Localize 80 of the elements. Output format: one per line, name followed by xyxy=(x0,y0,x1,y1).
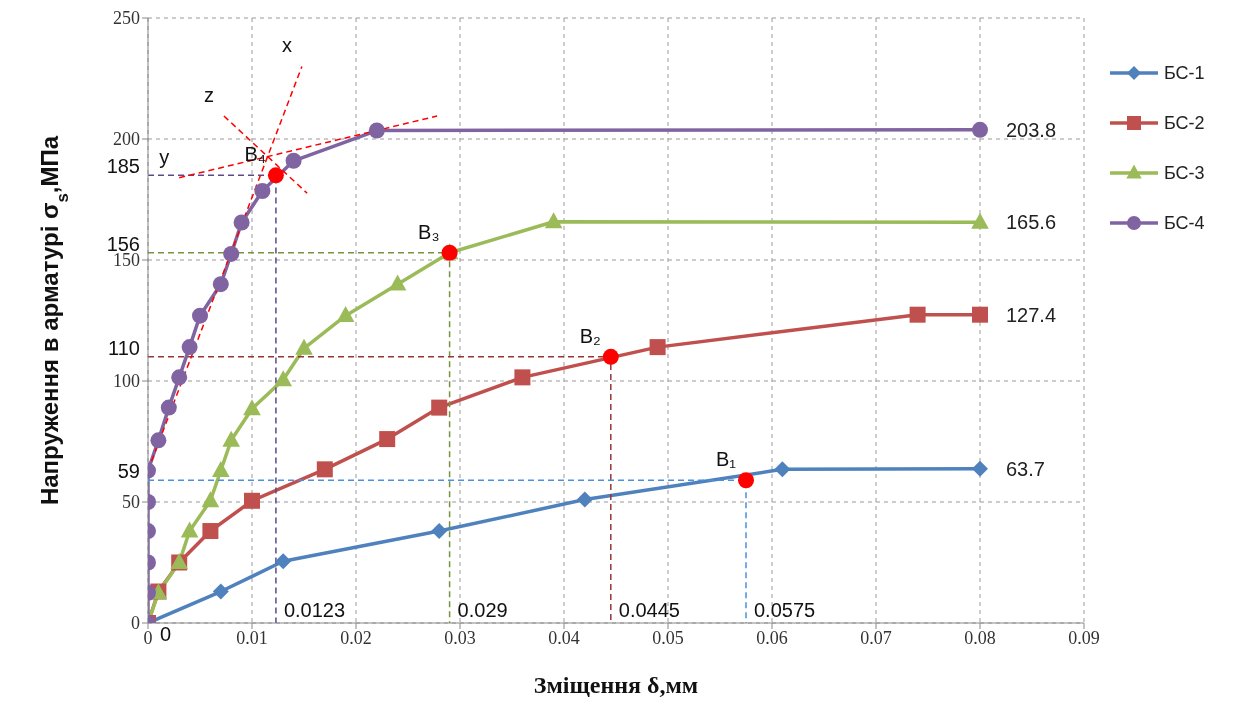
x-tick-label: 0.09 xyxy=(1068,627,1100,648)
point xyxy=(212,460,230,477)
annotation: 0.029 xyxy=(457,599,508,621)
annotation: В₃ xyxy=(418,220,440,243)
x-tick-label: 0.01 xyxy=(236,627,268,648)
x-tick-label: 0.04 xyxy=(548,627,580,648)
point xyxy=(275,553,292,570)
annotation: 0.0575 xyxy=(754,599,816,621)
point xyxy=(431,399,448,416)
annotation: 59 xyxy=(117,460,140,483)
point xyxy=(972,121,988,138)
point xyxy=(971,212,989,229)
x-tick-label: 0.06 xyxy=(756,627,788,648)
point xyxy=(602,348,619,365)
y-tick-label: 200 xyxy=(113,129,140,150)
annotation: 185 xyxy=(106,155,140,178)
point xyxy=(160,399,177,416)
point xyxy=(244,492,260,509)
point xyxy=(544,212,563,229)
point xyxy=(243,399,261,416)
x-axis-title: Зміщення δ,мм xyxy=(533,672,699,698)
point xyxy=(192,307,208,324)
legend-label: БС-2 xyxy=(1164,112,1205,134)
x-tick-label: 0.08 xyxy=(964,627,996,648)
point xyxy=(285,152,302,169)
point xyxy=(212,583,229,600)
data-label: 63.7 xyxy=(1006,457,1045,480)
annotation: y xyxy=(159,145,170,168)
point xyxy=(576,491,593,508)
x-tick-label: 0.05 xyxy=(652,627,684,648)
annotation: 0.0123 xyxy=(283,599,346,621)
point xyxy=(972,460,988,477)
point xyxy=(295,338,313,355)
y-tick-label: 50 xyxy=(122,492,140,513)
data-label: 165.6 xyxy=(1006,211,1057,234)
point xyxy=(368,122,385,139)
point xyxy=(388,274,407,291)
point xyxy=(336,306,355,323)
x-tick-label: 0.03 xyxy=(444,627,476,648)
legend-label: БС-4 xyxy=(1164,212,1205,234)
point xyxy=(267,167,284,184)
x-tick-label: 0 xyxy=(143,627,153,648)
annotation: В₁ xyxy=(715,448,737,471)
point xyxy=(201,491,220,508)
legend-label: БС-3 xyxy=(1164,162,1205,184)
annotation: 110 xyxy=(108,336,140,359)
x-tick-label: 0.02 xyxy=(340,627,372,648)
annotation: В₂ xyxy=(579,324,601,347)
point xyxy=(150,432,167,449)
point xyxy=(223,245,240,262)
data-label: 203.8 xyxy=(1006,118,1057,141)
point xyxy=(909,306,926,323)
x-tick-label: 0.07 xyxy=(860,627,892,648)
annotation: 0.0445 xyxy=(618,599,680,621)
point xyxy=(649,339,666,356)
y-tick-label: 150 xyxy=(113,250,140,271)
point xyxy=(222,430,240,447)
data-label: 127.4 xyxy=(1006,303,1057,326)
point xyxy=(972,306,988,323)
annotation: x xyxy=(281,34,292,57)
point xyxy=(171,369,188,386)
annotation: z xyxy=(203,84,214,107)
point xyxy=(738,472,754,489)
point xyxy=(212,276,229,293)
point xyxy=(181,339,198,356)
point xyxy=(180,521,199,538)
point xyxy=(233,214,250,231)
point xyxy=(254,183,271,200)
point xyxy=(379,431,396,448)
y-tick-label: 0 xyxy=(131,613,140,634)
annotation: В₄ xyxy=(244,143,266,166)
legend-label: БС-1 xyxy=(1164,62,1205,84)
point xyxy=(431,523,448,540)
y-tick-label: 250 xyxy=(113,8,140,29)
point xyxy=(316,461,333,478)
point xyxy=(202,523,219,540)
point xyxy=(274,370,292,387)
point xyxy=(514,369,531,386)
y-tick-label: 100 xyxy=(113,371,140,392)
point xyxy=(774,461,791,478)
